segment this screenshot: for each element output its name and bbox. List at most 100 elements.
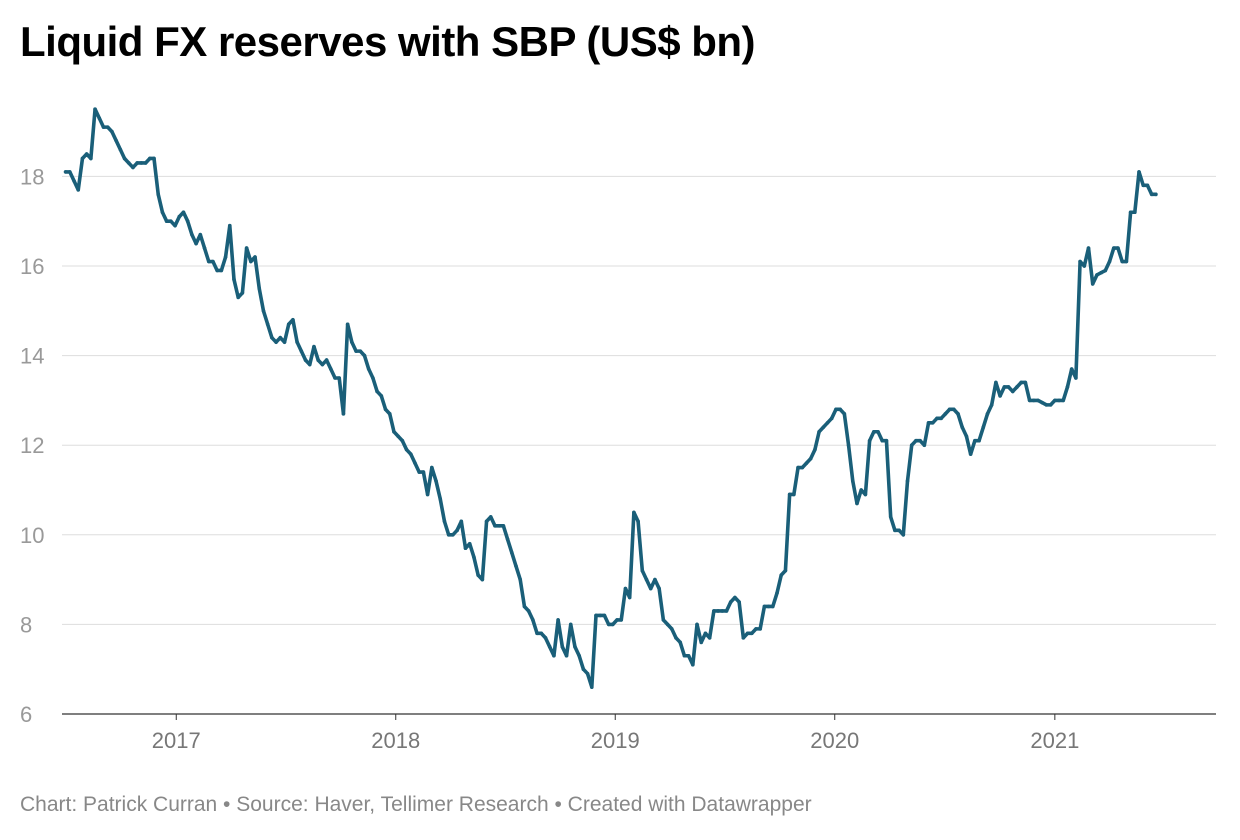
data-point <box>1002 385 1007 389</box>
x-tick-label: 2018 <box>371 728 420 753</box>
data-point <box>682 653 687 658</box>
data-point <box>648 586 653 591</box>
data-point <box>699 640 704 645</box>
data-point <box>488 515 493 519</box>
data-point <box>518 577 523 582</box>
data-point <box>838 407 842 412</box>
data-point <box>253 255 257 259</box>
y-tick-label: 10 <box>20 523 44 548</box>
data-point <box>215 268 219 273</box>
data-point <box>383 407 388 412</box>
data-point <box>821 425 826 430</box>
data-point <box>156 192 161 197</box>
data-point <box>80 156 85 161</box>
data-point <box>939 416 943 421</box>
data-point <box>749 631 754 636</box>
data-point <box>282 340 287 344</box>
data-point <box>291 317 295 322</box>
data-point <box>716 609 720 613</box>
data-point <box>960 425 965 430</box>
data-point <box>324 358 329 362</box>
data-point <box>366 367 371 371</box>
data-point <box>430 465 434 470</box>
data-point <box>1006 385 1011 389</box>
data-point <box>669 627 674 631</box>
data-point <box>417 470 422 474</box>
data-point <box>400 438 405 443</box>
data-point <box>413 461 417 465</box>
data-point <box>779 573 784 577</box>
data-point <box>926 421 931 425</box>
data-point <box>194 241 198 246</box>
data-point <box>695 622 699 627</box>
data-point <box>619 618 624 622</box>
data-point <box>952 407 956 412</box>
data-point <box>1107 259 1112 264</box>
data-points <box>63 107 1158 689</box>
data-point <box>943 412 948 416</box>
data-point <box>438 497 443 501</box>
data-point <box>665 622 670 627</box>
data-point <box>505 537 510 542</box>
data-point <box>998 394 1002 398</box>
data-point <box>122 156 127 161</box>
data-point <box>606 622 611 627</box>
data-point <box>455 528 459 533</box>
data-point <box>867 438 872 443</box>
data-point <box>1027 398 1032 403</box>
data-point <box>1031 398 1036 403</box>
data-point <box>329 367 333 371</box>
data-point <box>169 219 173 223</box>
data-point <box>497 524 501 528</box>
data-point <box>484 519 489 524</box>
data-point <box>345 322 350 327</box>
line-chart: 6 8 10 12 14 16 18 2017 2018 2019 2020 2021 <box>20 107 1216 753</box>
data-point <box>333 376 337 380</box>
data-point <box>350 340 354 344</box>
data-point <box>1010 389 1015 394</box>
data-point <box>244 246 249 250</box>
data-point <box>257 286 262 291</box>
y-tick-label: 6 <box>20 702 32 727</box>
data-point <box>766 604 771 609</box>
data-point <box>152 156 156 161</box>
data-point <box>686 653 691 658</box>
data-point <box>177 214 182 219</box>
data-point <box>265 322 270 327</box>
data-point <box>632 510 636 515</box>
data-point <box>1053 398 1057 403</box>
data-point <box>501 524 506 528</box>
data-point <box>219 268 224 273</box>
data-point <box>185 219 190 223</box>
data-point <box>956 412 960 416</box>
data-point <box>303 358 308 362</box>
data-point <box>602 613 607 618</box>
data-point <box>914 438 918 443</box>
x-tick-label: 2017 <box>152 728 201 753</box>
data-point <box>211 259 215 264</box>
data-point <box>897 528 901 533</box>
data-point <box>564 653 569 658</box>
data-point <box>724 609 729 613</box>
data-point <box>408 452 413 456</box>
data-point <box>463 546 468 551</box>
data-point <box>888 515 893 519</box>
data-point <box>935 416 939 421</box>
data-point <box>1145 183 1150 188</box>
data-point <box>1149 192 1154 197</box>
data-point <box>994 380 998 385</box>
data-point <box>446 533 451 537</box>
data-point <box>1036 398 1040 403</box>
data-point <box>261 309 266 313</box>
data-point <box>846 443 851 448</box>
data-point <box>114 138 118 143</box>
data-point <box>131 165 135 170</box>
data-point <box>1078 259 1082 264</box>
data-point <box>1040 400 1045 405</box>
data-point <box>661 618 666 622</box>
data-point <box>105 125 110 129</box>
data-point <box>1154 192 1158 197</box>
data-point <box>1095 273 1099 277</box>
data-point <box>164 219 169 223</box>
data-point <box>354 349 358 353</box>
